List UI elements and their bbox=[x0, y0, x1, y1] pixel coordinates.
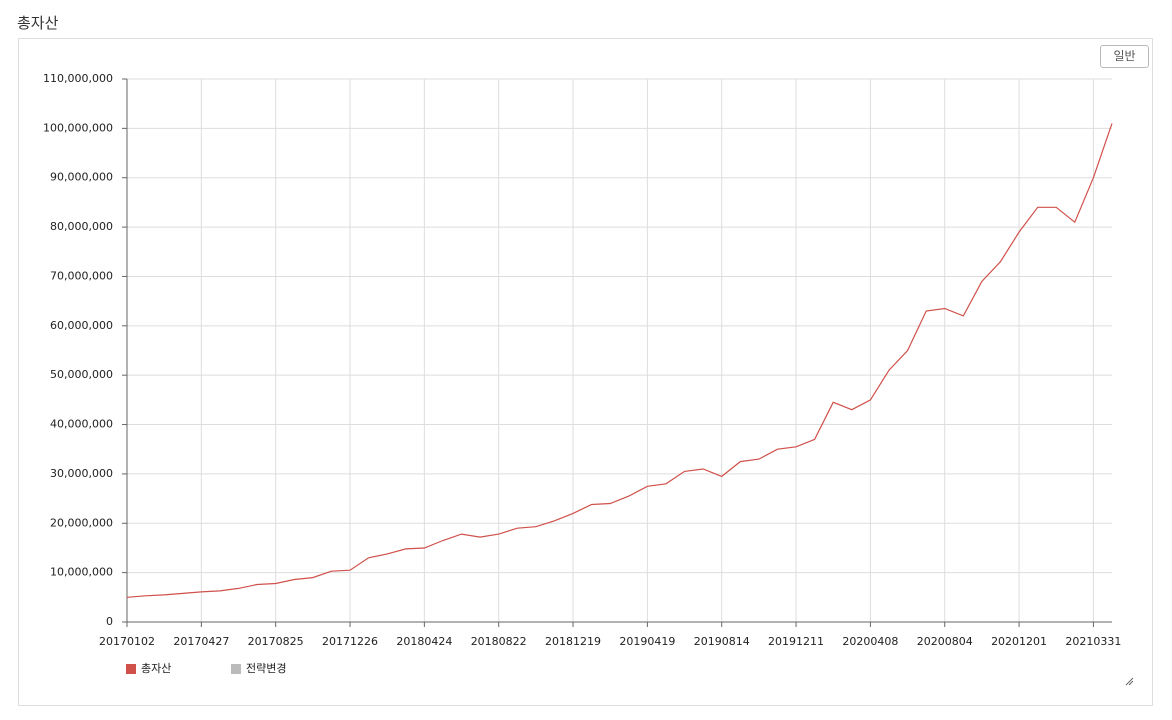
y-tick-label: 100,000,000 bbox=[43, 121, 113, 134]
y-tick-label: 80,000,000 bbox=[50, 220, 113, 233]
x-tick-label: 20190419 bbox=[619, 635, 675, 648]
x-tick-label: 20171226 bbox=[322, 635, 378, 648]
y-tick-label: 40,000,000 bbox=[50, 418, 113, 431]
x-tick-label: 20190814 bbox=[694, 635, 750, 648]
mode-button[interactable]: 일반 bbox=[1100, 45, 1149, 68]
y-tick-label: 30,000,000 bbox=[50, 467, 113, 480]
x-tick-label: 20191211 bbox=[768, 635, 824, 648]
y-tick-label: 110,000,000 bbox=[43, 72, 113, 85]
legend-label: 전략변경 bbox=[246, 662, 286, 675]
x-tick-label: 20170825 bbox=[248, 635, 304, 648]
y-tick-label: 10,000,000 bbox=[50, 566, 113, 579]
y-tick-label: 70,000,000 bbox=[50, 269, 113, 282]
legend-label: 총자산 bbox=[141, 662, 171, 675]
y-tick-label: 20,000,000 bbox=[50, 516, 113, 529]
page-title: 총자산 bbox=[17, 14, 59, 32]
y-tick-label: 90,000,000 bbox=[50, 171, 113, 184]
x-tick-label: 20180424 bbox=[396, 635, 452, 648]
x-tick-label: 20201201 bbox=[991, 635, 1047, 648]
series-line bbox=[126, 123, 1113, 598]
x-tick-label: 20181219 bbox=[545, 635, 601, 648]
x-tick-label: 20200408 bbox=[842, 635, 898, 648]
resize-handle bbox=[1125, 677, 1134, 686]
y-tick-label: 0 bbox=[106, 615, 113, 628]
x-tick-label: 20170102 bbox=[99, 635, 155, 648]
x-tick-label: 20170427 bbox=[173, 635, 229, 648]
legend-swatch bbox=[231, 664, 241, 674]
x-tick-label: 20210331 bbox=[1065, 635, 1121, 648]
y-tick-label: 50,000,000 bbox=[50, 368, 113, 381]
chart-panel bbox=[18, 38, 1153, 706]
x-tick-label: 20200804 bbox=[917, 635, 973, 648]
x-tick-label: 20180822 bbox=[471, 635, 527, 648]
y-tick-label: 60,000,000 bbox=[50, 319, 113, 332]
legend-swatch bbox=[126, 664, 136, 674]
